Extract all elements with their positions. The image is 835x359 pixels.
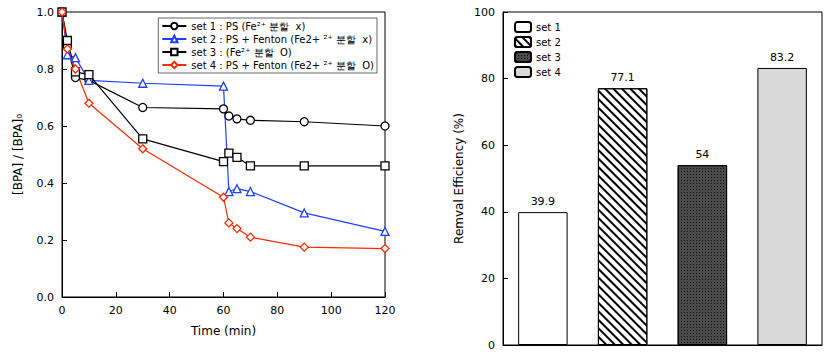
svg-text:set 1 : PS (Fe²⁺ 분할 x): set 1 : PS (Fe²⁺ 분할 x) <box>191 21 305 32</box>
svg-text:20: 20 <box>481 272 495 285</box>
svg-text:set 1: set 1 <box>536 22 561 33</box>
svg-text:39.9: 39.9 <box>531 195 556 208</box>
svg-text:83.2: 83.2 <box>770 51 795 64</box>
svg-text:80: 80 <box>481 72 495 85</box>
svg-text:0: 0 <box>488 339 495 352</box>
svg-text:0.8: 0.8 <box>37 63 55 76</box>
svg-text:set 2 : PS + Fenton (Fe2+ ²⁺ 분: set 2 : PS + Fenton (Fe2+ ²⁺ 분할 x) <box>191 34 372 45</box>
svg-text:Remval Efficiency (%): Remval Efficiency (%) <box>452 113 466 244</box>
svg-text:set 3: set 3 <box>536 52 561 63</box>
svg-text:40: 40 <box>481 205 495 218</box>
svg-text:0.0: 0.0 <box>37 291 55 304</box>
svg-text:120: 120 <box>375 304 396 317</box>
svg-text:40: 40 <box>163 304 177 317</box>
svg-text:set 4 : PS + Fenton (Fe2+ ²⁺ 분: set 4 : PS + Fenton (Fe2+ ²⁺ 분할 O) <box>191 60 374 71</box>
svg-text:20: 20 <box>109 304 123 317</box>
svg-text:0: 0 <box>59 304 66 317</box>
svg-text:Time (min): Time (min) <box>190 324 256 338</box>
svg-text:set 4: set 4 <box>536 67 561 78</box>
svg-text:80: 80 <box>270 304 284 317</box>
svg-text:100: 100 <box>321 304 342 317</box>
svg-text:54: 54 <box>695 148 709 161</box>
svg-text:60: 60 <box>217 304 231 317</box>
svg-text:[BPA] / [BPA]₀: [BPA] / [BPA]₀ <box>11 114 25 195</box>
svg-text:60: 60 <box>481 139 495 152</box>
svg-text:set 2: set 2 <box>536 37 561 48</box>
svg-text:0.4: 0.4 <box>37 177 55 190</box>
svg-text:100: 100 <box>474 6 495 19</box>
svg-text:1.0: 1.0 <box>37 6 55 19</box>
svg-text:0.2: 0.2 <box>37 234 55 247</box>
svg-text:set 3 : (Fe²⁺ 분할 O): set 3 : (Fe²⁺ 분할 O) <box>191 47 292 58</box>
svg-text:0.6: 0.6 <box>37 120 55 133</box>
svg-text:77.1: 77.1 <box>610 71 635 84</box>
